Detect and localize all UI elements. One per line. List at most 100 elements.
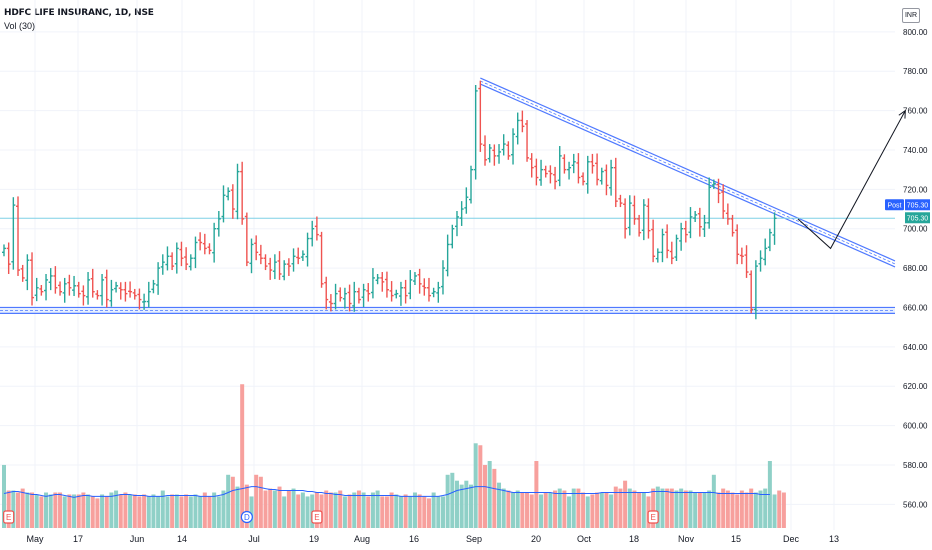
volume-bar <box>735 494 740 528</box>
grid-lines <box>0 0 895 530</box>
volume-bar <box>95 498 100 528</box>
volume-bar <box>366 496 371 528</box>
volume-bar <box>174 494 179 528</box>
price-bar <box>581 172 586 186</box>
price-bar <box>707 177 712 229</box>
price-bar <box>702 214 707 237</box>
volume-bar <box>361 492 366 528</box>
price-bar <box>688 207 693 239</box>
volume-bar <box>25 492 30 528</box>
price-bar <box>109 279 114 307</box>
price-bar <box>188 254 193 271</box>
price-bar <box>291 248 296 272</box>
price-bar <box>170 252 175 271</box>
dividend-marker[interactable]: D <box>240 510 253 524</box>
volume-bar <box>758 490 763 528</box>
price-bar <box>244 212 249 267</box>
volume-bar <box>277 486 282 528</box>
earnings-marker[interactable]: E <box>3 510 15 524</box>
price-tick-label: 780.00 <box>903 67 928 76</box>
volume-bar <box>431 492 436 528</box>
price-bar <box>207 243 212 255</box>
volume-bars <box>2 384 786 528</box>
currency-badge[interactable]: INR <box>902 8 920 23</box>
price-bar <box>562 154 567 174</box>
volume-bar <box>529 494 534 528</box>
volume-bar <box>86 494 91 528</box>
volume-bar <box>553 490 558 528</box>
volume-bar <box>300 492 305 528</box>
volume-bar <box>286 490 291 528</box>
volume-bar <box>160 490 165 528</box>
volume-bar <box>613 486 618 528</box>
volume-bar <box>272 490 277 528</box>
volume-bar <box>595 492 600 528</box>
volume-bar <box>146 496 151 528</box>
volume-bar <box>314 492 319 528</box>
price-bar <box>450 224 455 249</box>
price-bar <box>398 281 403 306</box>
price-tick-label: 660.00 <box>903 303 928 312</box>
price-bar <box>263 254 268 271</box>
volume-bar <box>212 492 217 528</box>
volume-bar <box>76 494 81 528</box>
volume-bar <box>627 488 632 528</box>
volume-bar <box>557 488 562 528</box>
trendline-mid <box>480 80 896 265</box>
volume-bar <box>693 492 698 528</box>
volume-bar <box>730 492 735 528</box>
volume-bar <box>571 488 576 528</box>
price-bar <box>417 268 422 294</box>
price-bar <box>272 254 277 280</box>
price-bar <box>595 153 600 186</box>
price-bar <box>431 287 436 298</box>
price-tick-label: 720.00 <box>903 185 928 194</box>
price-bar <box>557 146 562 187</box>
volume-bar <box>609 494 614 528</box>
volume-bar <box>389 492 394 528</box>
price-bar <box>749 270 754 314</box>
price-bar <box>384 271 389 298</box>
price-bar <box>403 279 408 304</box>
volume-bar <box>520 492 525 528</box>
chart-title: HDFC LIFE INSURANC, 1D, NSE <box>4 8 154 18</box>
price-bar <box>202 233 207 255</box>
price-bar <box>716 178 721 204</box>
volume-bar <box>109 492 114 528</box>
volume-bar <box>48 494 53 528</box>
price-bar <box>132 288 137 300</box>
volume-bar <box>263 490 268 528</box>
event-label: D <box>244 513 250 522</box>
volume-bar <box>688 490 693 528</box>
price-bar <box>230 184 235 219</box>
price-bar <box>95 290 100 300</box>
price-tags: Post 705.30 705.30 <box>885 199 930 224</box>
price-bar <box>627 195 632 236</box>
volume-ma-line <box>3 486 770 498</box>
price-bar <box>2 244 6 257</box>
volume-bar <box>436 496 441 528</box>
volume-bar <box>725 490 730 528</box>
price-bar <box>114 281 119 293</box>
volume-bar <box>254 474 259 528</box>
earnings-marker[interactable]: E <box>311 510 323 524</box>
price-bar <box>53 266 58 294</box>
volume-bar <box>525 492 530 528</box>
price-bar <box>282 260 287 281</box>
earnings-marker[interactable]: E <box>647 510 659 524</box>
time-tick-label: Nov <box>678 534 695 544</box>
volume-bar <box>445 474 450 528</box>
volume-indicator-label[interactable]: Vol (30) <box>4 21 36 31</box>
volume-bar <box>753 492 758 528</box>
volume-bar <box>655 486 660 528</box>
price-tick-label: 620.00 <box>903 382 928 391</box>
event-label: E <box>6 513 11 522</box>
price-bar <box>128 281 133 298</box>
price-bar <box>520 110 525 133</box>
price-bar <box>6 242 11 274</box>
price-bar <box>604 164 609 196</box>
volume-bar <box>235 486 240 528</box>
price-bar <box>585 155 590 194</box>
price-bar <box>618 194 623 208</box>
